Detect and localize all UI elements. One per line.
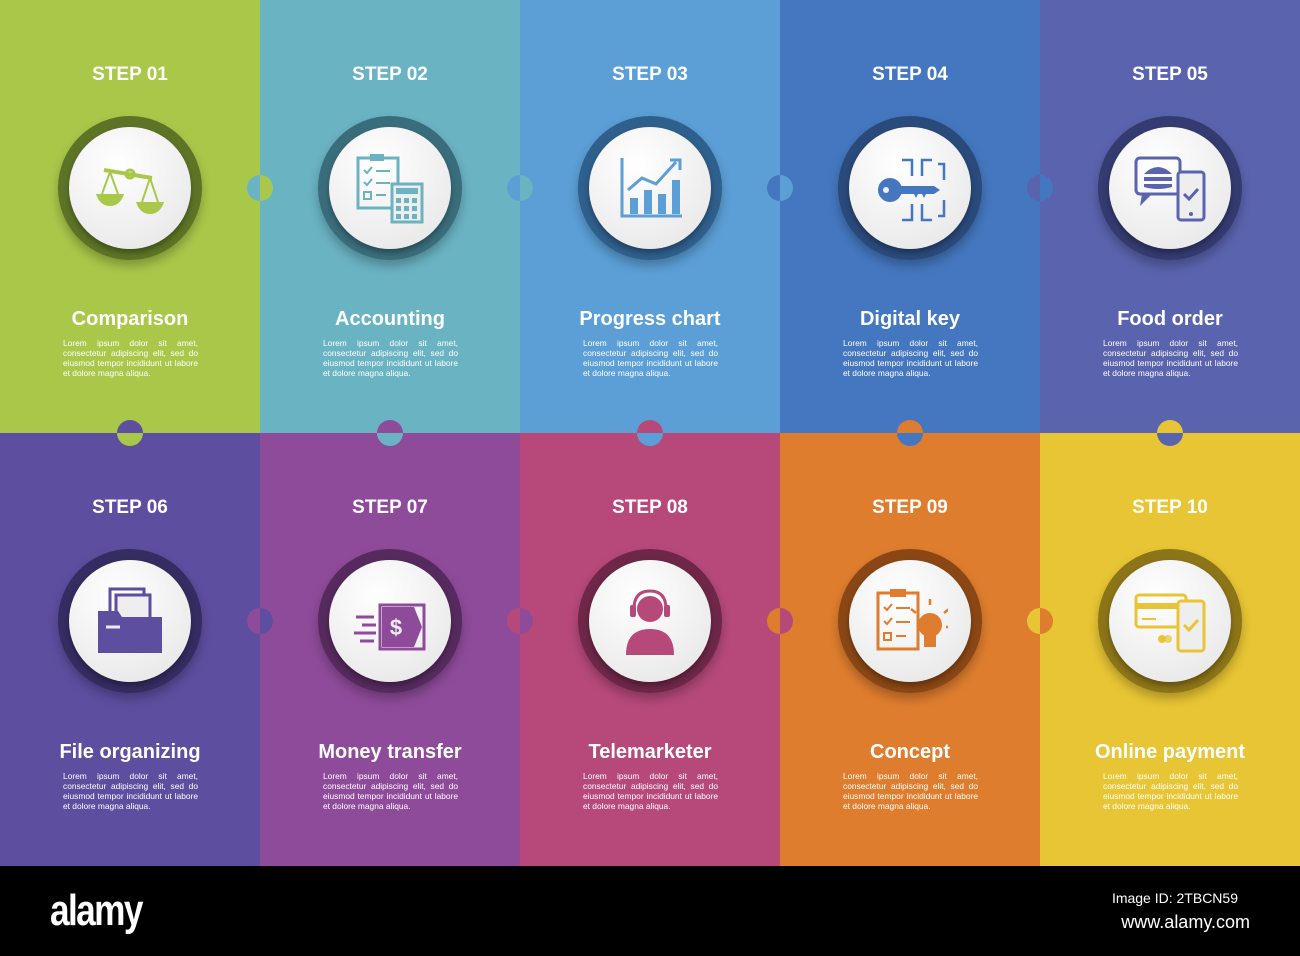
step-title: Comparison (71, 308, 189, 330)
step-description: Lorem ipsum dolor sit amet, consectetur … (583, 338, 718, 378)
icon-ring (58, 116, 202, 260)
alamy-logo: alamy (50, 886, 143, 935)
connector-dot (377, 420, 403, 446)
icon-disc (69, 127, 191, 249)
step-title: Accounting (335, 308, 445, 330)
step-title: Food order (1117, 308, 1223, 330)
step-label: STEP 08 (612, 497, 688, 518)
step-card: STEP 09 Concept Lorem ipsum dolor sit am… (780, 433, 1040, 866)
step-title: Telemarketer (588, 741, 712, 763)
icon-disc (329, 127, 451, 249)
step-card: STEP 04 Digital key Lorem ipsum dolor si… (780, 0, 1040, 433)
clipboard-lightbulb-icon (876, 589, 948, 651)
step-title: Online payment (1094, 741, 1246, 763)
folder-icon (98, 587, 162, 653)
scales-icon (96, 168, 164, 214)
step-label: STEP 01 (92, 64, 168, 85)
step-title: Digital key (859, 308, 961, 330)
step-card: STEP 07 $ Money transfer Lorem ipsum dol… (260, 433, 520, 866)
clipboard-calculator-icon (356, 154, 424, 224)
connector-dot (637, 420, 663, 446)
step-label: STEP 05 (1132, 64, 1208, 85)
infographic-grid: STEP 01 Comparison Lorem ipsum dolor sit… (0, 0, 1300, 866)
step-title: Progress chart (579, 308, 721, 330)
connector-dot (507, 175, 533, 201)
step-card: STEP 01 Comparison Lorem ipsum dolor sit… (0, 0, 260, 433)
icon-disc (69, 560, 191, 682)
step-label: STEP 07 (352, 497, 428, 518)
step-title: Concept (870, 741, 950, 763)
icon-disc (849, 560, 971, 682)
connector-dot (767, 608, 793, 634)
step-label: STEP 09 (872, 497, 948, 518)
connector-dot (897, 420, 923, 446)
connector-dot (1157, 420, 1183, 446)
step-card: STEP 03 Progress chart Lorem ipsum dolor… (520, 0, 780, 433)
image-id: Image ID: 2TBCN59 (1111, 890, 1238, 906)
bar-chart-icon (620, 158, 682, 218)
money-transfer-icon: $ (354, 603, 426, 651)
icon-ring (838, 549, 982, 693)
icon-ring (578, 549, 722, 693)
icon-ring (1098, 116, 1242, 260)
step-card: STEP 02 Accounting Lorem ipsum dolor sit… (260, 0, 520, 433)
icon-disc (849, 127, 971, 249)
step-description: Lorem ipsum dolor sit amet, consectetur … (63, 338, 198, 378)
step-description: Lorem ipsum dolor sit amet, consectetur … (1103, 338, 1238, 378)
step-description: Lorem ipsum dolor sit amet, consectetur … (323, 771, 458, 811)
step-card: STEP 10 Online payment Lorem ipsum dolor… (1040, 433, 1300, 866)
icon-ring (838, 116, 982, 260)
icon-disc (1109, 127, 1231, 249)
icon-disc (1109, 560, 1231, 682)
connector-dot (507, 608, 533, 634)
step-description: Lorem ipsum dolor sit amet, consectetur … (1103, 771, 1238, 811)
step-card: STEP 08 Telemarketer Lorem ipsum dolor s… (520, 433, 780, 866)
connector-dot (247, 608, 273, 634)
icon-disc (589, 560, 711, 682)
connector-dot (767, 175, 793, 201)
connector-dot (1027, 175, 1053, 201)
site-url: www.alamy.com (1121, 912, 1250, 932)
step-label: STEP 03 (612, 64, 688, 85)
step-description: Lorem ipsum dolor sit amet, consectetur … (843, 338, 978, 378)
step-label: STEP 10 (1132, 497, 1208, 518)
step-title: Money transfer (318, 741, 462, 763)
step-card: STEP 05 Food order Lorem ipsum dolor sit… (1040, 0, 1300, 433)
footer-bar: alamy Image ID: 2TBCN59 www.alamy.com (0, 866, 1300, 956)
icon-disc: $ (329, 560, 451, 682)
step-card: STEP 06 File organizing Lorem ipsum dolo… (0, 433, 260, 866)
svg-text:$: $ (390, 615, 402, 640)
icon-ring: $ (318, 549, 462, 693)
icon-ring (1098, 549, 1242, 693)
icon-ring (318, 116, 462, 260)
icon-ring (58, 549, 202, 693)
connector-dot (1027, 608, 1053, 634)
card-phone-icon (1134, 593, 1206, 653)
icon-disc (589, 127, 711, 249)
connector-dot (117, 420, 143, 446)
step-label: STEP 06 (92, 497, 168, 518)
connector-dot (247, 175, 273, 201)
icon-ring (578, 116, 722, 260)
step-label: STEP 02 (352, 64, 428, 85)
food-order-phone-icon (1134, 156, 1206, 222)
step-description: Lorem ipsum dolor sit amet, consectetur … (583, 771, 718, 811)
digital-key-icon (878, 158, 946, 222)
headset-person-icon (626, 589, 674, 655)
step-label: STEP 04 (872, 64, 948, 85)
step-description: Lorem ipsum dolor sit amet, consectetur … (323, 338, 458, 378)
step-title: File organizing (59, 741, 201, 763)
step-description: Lorem ipsum dolor sit amet, consectetur … (843, 771, 978, 811)
step-description: Lorem ipsum dolor sit amet, consectetur … (63, 771, 198, 811)
